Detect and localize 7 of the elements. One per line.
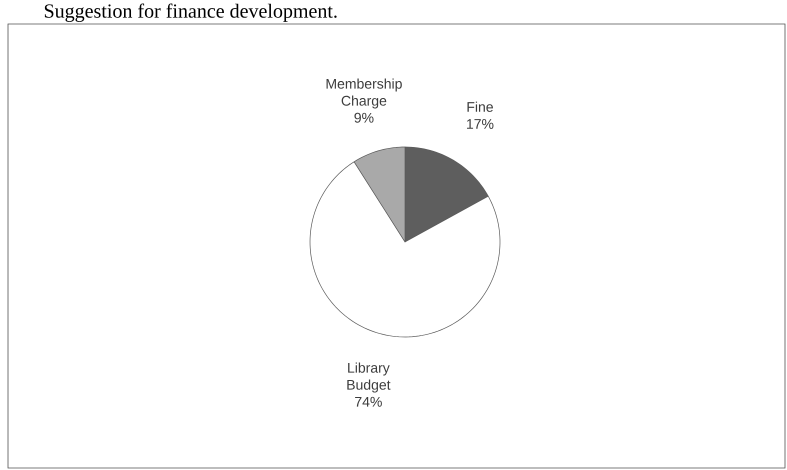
slice-label: Membership Charge bbox=[326, 78, 402, 108]
chart-title: Suggestion for finance development. bbox=[44, 4, 337, 22]
data-label: 17% bbox=[467, 119, 494, 129]
slice-label: Library Budget bbox=[347, 362, 390, 393]
slice-label: Fine bbox=[467, 102, 493, 112]
data-label: 74% bbox=[355, 396, 382, 407]
data-label: 9% bbox=[354, 112, 374, 123]
